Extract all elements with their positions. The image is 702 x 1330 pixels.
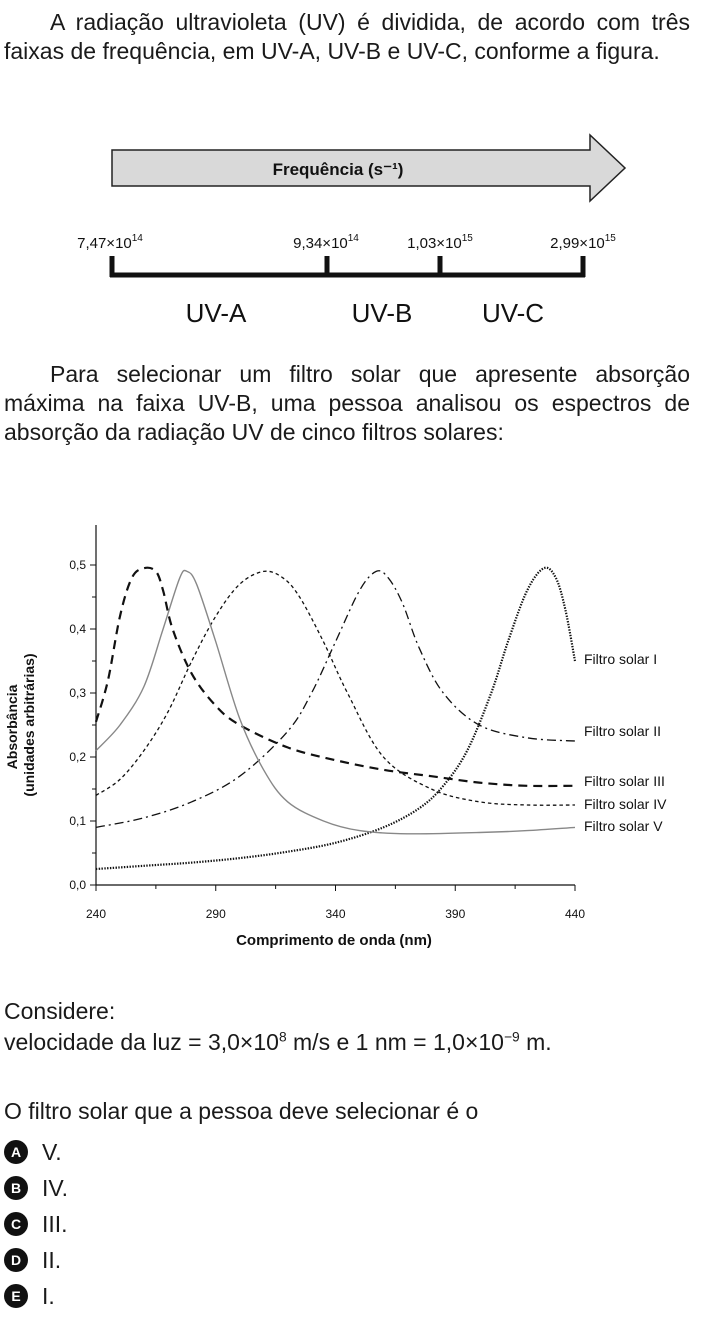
tick-label-2: 1,03×1015 — [407, 233, 473, 252]
x-tick-label-440: 440 — [565, 907, 585, 921]
option-d-letter-icon: D — [4, 1248, 28, 1272]
x-tick-label-290: 290 — [206, 907, 226, 921]
frequency-arrow — [111, 133, 627, 203]
option-c-letter-icon: C — [4, 1212, 28, 1236]
y-tick-label-2: 0,2 — [69, 750, 86, 764]
frequency-scale-bar — [109, 256, 586, 278]
chart-legend: Filtro solar I Filtro solar II Filtro sola… — [584, 651, 667, 834]
band-uv-a: UV-A — [186, 298, 247, 328]
series-line-3 — [94, 566, 576, 788]
tick-label-0: 7,47×1014 — [77, 233, 143, 252]
selection-paragraph: Para selecionar um filtro solar que apre… — [4, 361, 690, 445]
option-a-text: V. — [42, 1138, 62, 1165]
x-axis-label: Comprimento de onda (nm) — [236, 932, 432, 949]
frequency-figure: Frequência (s⁻¹) 7,47×1014 9,34×1014 1,0… — [77, 133, 627, 328]
chart-axes: 240 290 340 390 440 0,0 0,1 0,2 0,3 0,4 0,5 — [69, 525, 585, 921]
y-axis-label-line1: Absorbância — [4, 684, 20, 769]
series-line-5 — [95, 569, 576, 835]
series-line-4 — [95, 570, 576, 806]
legend-label-2: Filtro solar II — [584, 723, 661, 739]
x-tick-label-240: 240 — [86, 907, 106, 921]
x-tick-label-340: 340 — [325, 907, 345, 921]
option-d[interactable]: D II. — [4, 1244, 61, 1276]
series-line-1 — [95, 566, 577, 871]
option-a-letter-icon: A — [4, 1140, 28, 1164]
option-c-text: III. — [42, 1210, 68, 1237]
option-e-text: I. — [42, 1282, 55, 1309]
question-text: O filtro solar que a pessoa deve selecio… — [4, 1098, 479, 1124]
intro-paragraph: A radiação ultravioleta (UV) é dividida,… — [4, 9, 690, 64]
band-uv-b: UV-B — [352, 298, 413, 328]
option-e-letter-icon: E — [4, 1284, 28, 1308]
y-tick-label-1: 0,1 — [69, 814, 86, 828]
x-tick-label-390: 390 — [445, 907, 465, 921]
y-tick-label-4: 0,4 — [69, 622, 86, 636]
absorbance-chart: 240 290 340 390 440 0,0 0,1 0,2 0,3 0,4 0,5 Filtro… — [4, 525, 667, 949]
option-c[interactable]: C III. — [4, 1208, 68, 1240]
option-a[interactable]: A V. — [4, 1136, 62, 1168]
option-d-text: II. — [42, 1246, 62, 1273]
option-b-text: IV. — [42, 1174, 69, 1201]
frequency-tick-labels: 7,47×1014 9,34×1014 1,03×1015 2,99×1015 — [77, 233, 616, 252]
frequency-arrow-label: Frequência (s⁻¹) — [273, 160, 404, 179]
option-b-letter-icon: B — [4, 1176, 28, 1200]
consider-text: velocidade da luz = 3,0×108 m/s e 1 nm =… — [4, 1029, 552, 1055]
band-uv-c: UV-C — [482, 298, 544, 328]
tick-label-3: 2,99×1015 — [550, 233, 616, 252]
legend-label-1: Filtro solar I — [584, 651, 657, 667]
y-tick-label-3: 0,3 — [69, 686, 86, 700]
frequency-band-labels: UV-A UV-B UV-C — [186, 298, 544, 328]
option-b[interactable]: B IV. — [4, 1172, 68, 1204]
y-tick-label-5: 0,5 — [69, 558, 86, 572]
option-e[interactable]: E I. — [4, 1280, 55, 1312]
y-axis-label: Absorbância (unidades arbitrárias) — [4, 653, 37, 796]
y-axis-label-line2: (unidades arbitrárias) — [21, 653, 37, 796]
legend-label-4: Filtro solar IV — [584, 796, 667, 812]
legend-label-5: Filtro solar V — [584, 818, 663, 834]
series-line-2 — [95, 570, 576, 829]
y-tick-label-0: 0,0 — [69, 878, 86, 892]
tick-label-1: 9,34×1014 — [293, 233, 359, 252]
legend-label-3: Filtro solar III — [584, 773, 665, 789]
consider-title: Considere: — [4, 998, 116, 1024]
chart-series — [94, 566, 577, 871]
